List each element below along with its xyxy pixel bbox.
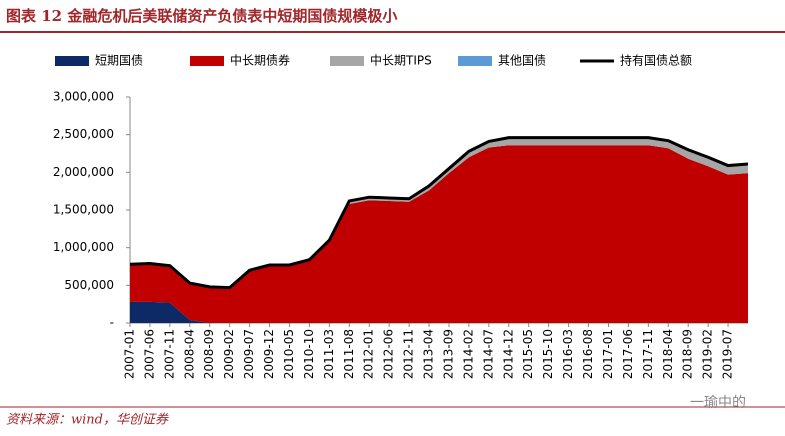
legend-swatch [55, 56, 89, 66]
x-tick-label: 2016-03 [561, 329, 575, 379]
x-tick-label: 2010-10 [302, 329, 316, 379]
x-tick-label: 2011-08 [342, 329, 356, 379]
x-tick-label: 2012-11 [402, 329, 416, 379]
x-tick-label: 2014-12 [501, 329, 515, 379]
area [130, 145, 748, 323]
chart-title: 图表 12 金融危机后美联储资产负债表中短期国债规模极小 [6, 7, 397, 25]
x-tick-label: 2008-04 [182, 329, 196, 379]
x-tick-label: 2010-05 [282, 329, 296, 379]
x-tick-label: 2009-12 [262, 329, 276, 379]
legend-swatch [190, 56, 224, 66]
y-tick-label: 1,500,000 [53, 203, 114, 217]
legend-label: 持有国债总额 [620, 53, 692, 68]
y-tick-label: 2,000,000 [53, 165, 114, 179]
x-tick-label: 2008-09 [202, 329, 216, 379]
x-tick-label: 2019-02 [701, 329, 715, 379]
legend-label: 其他国债 [498, 54, 546, 68]
x-tick-label: 2013-04 [422, 329, 436, 379]
x-tick-label: 2019-07 [721, 329, 735, 379]
legend-label: 短期国债 [95, 54, 143, 68]
y-tick-label: - [110, 316, 114, 330]
x-tick-label: 2009-02 [222, 329, 236, 379]
y-tick-label: 500,000 [64, 278, 114, 292]
legend-swatch [458, 56, 492, 66]
x-tick-label: 2016-08 [581, 329, 595, 379]
legend-swatch [330, 56, 364, 66]
legend-label: 中长期TIPS [370, 53, 432, 68]
source: 资料来源：wind，华创证券 [6, 413, 169, 428]
x-tick-label: 2017-01 [601, 329, 615, 379]
x-tick-label: 2007-06 [142, 329, 156, 379]
x-tick-label: 2017-11 [641, 329, 655, 379]
legend-label: 中长期债券 [230, 53, 290, 68]
area [130, 137, 748, 288]
y-tick-label: 1,000,000 [53, 240, 114, 254]
x-tick-label: 2018-04 [661, 329, 675, 379]
x-tick-label: 2015-05 [521, 329, 535, 379]
x-tick-label: 2007-11 [162, 329, 176, 379]
area [130, 301, 748, 323]
x-tick-label: 2013-09 [441, 329, 455, 379]
x-tick-label: 2009-07 [242, 329, 256, 379]
y-tick-label: 2,500,000 [53, 127, 114, 141]
x-tick-label: 2011-03 [322, 329, 336, 379]
x-tick-label: 2007-01 [123, 329, 137, 379]
x-tick-label: 2012-01 [362, 329, 376, 379]
line [129, 136, 749, 290]
y-tick-label: 3,000,000 [53, 90, 114, 104]
x-tick-label: 2014-07 [481, 329, 495, 379]
x-tick-label: 2018-09 [681, 329, 695, 379]
x-tick-label: 2012-06 [382, 329, 396, 379]
x-tick-label: 2014-02 [461, 329, 475, 379]
watermark: 一瑜中的 [690, 395, 746, 411]
x-tick-label: 2017-06 [621, 329, 635, 379]
x-tick-label: 2015-10 [541, 329, 555, 379]
